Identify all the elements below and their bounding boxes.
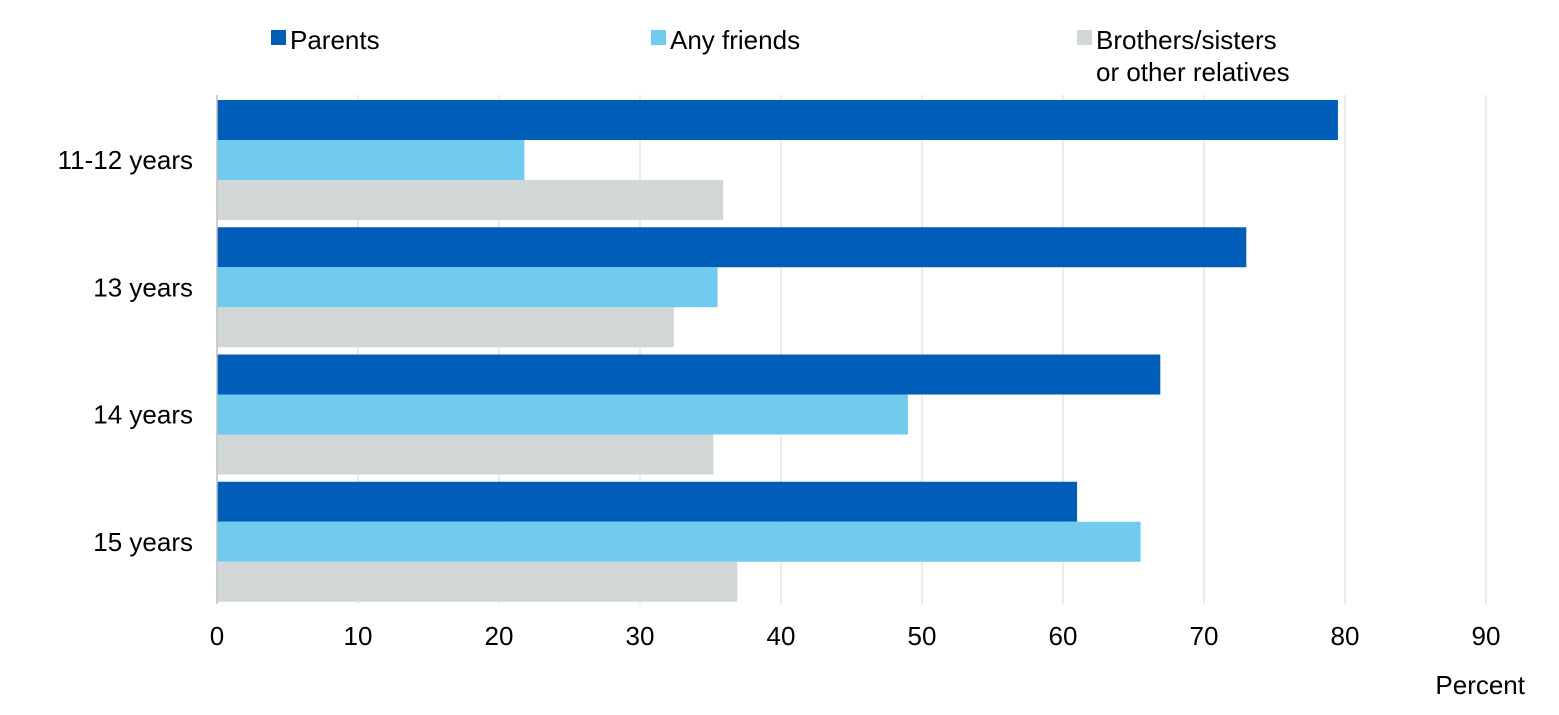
x-tick-label: 80 bbox=[1331, 621, 1360, 651]
bar bbox=[217, 267, 718, 308]
x-tick-label: 70 bbox=[1190, 621, 1219, 651]
bar bbox=[217, 521, 1141, 562]
legend-entry: Any friends bbox=[670, 25, 800, 55]
legend: Parents Any friends Brothers/sisters or oth… bbox=[271, 25, 1290, 87]
x-tick-label: 0 bbox=[210, 621, 224, 651]
bar bbox=[217, 434, 714, 475]
category-label: 14 years bbox=[93, 400, 193, 430]
bar bbox=[217, 394, 908, 435]
bar bbox=[217, 227, 1247, 268]
x-axis-label: Percent bbox=[1435, 670, 1525, 700]
bar bbox=[217, 100, 1338, 140]
category-labels: 11-12 years 13 years 14 years 15 years bbox=[58, 145, 193, 557]
legend-entry: Brothers/sisters or other relatives bbox=[1096, 25, 1290, 87]
bar bbox=[217, 140, 525, 180]
x-tick-label: 20 bbox=[485, 621, 514, 651]
bars bbox=[217, 100, 1338, 602]
x-tick-label: 10 bbox=[344, 621, 373, 651]
bar bbox=[217, 481, 1078, 522]
legend-swatch bbox=[1077, 30, 1092, 45]
legend-entry: Parents bbox=[290, 25, 380, 55]
x-tick-label: 50 bbox=[908, 621, 937, 651]
x-tick-label: 90 bbox=[1472, 621, 1501, 651]
category-label: 15 years bbox=[93, 527, 193, 557]
category-label: 11-12 years bbox=[58, 145, 193, 175]
bar bbox=[217, 561, 738, 602]
x-tick-label: 60 bbox=[1049, 621, 1078, 651]
x-tick-label: 30 bbox=[626, 621, 655, 651]
legend-swatch bbox=[271, 30, 286, 45]
category-label: 13 years bbox=[93, 272, 193, 302]
bar bbox=[217, 307, 674, 348]
bar bbox=[217, 354, 1161, 395]
bar bbox=[217, 180, 724, 220]
x-tick-labels: 0 10 20 30 40 50 60 70 80 90 bbox=[210, 621, 1501, 651]
x-tick-label: 40 bbox=[767, 621, 796, 651]
legend-swatch bbox=[651, 30, 666, 45]
